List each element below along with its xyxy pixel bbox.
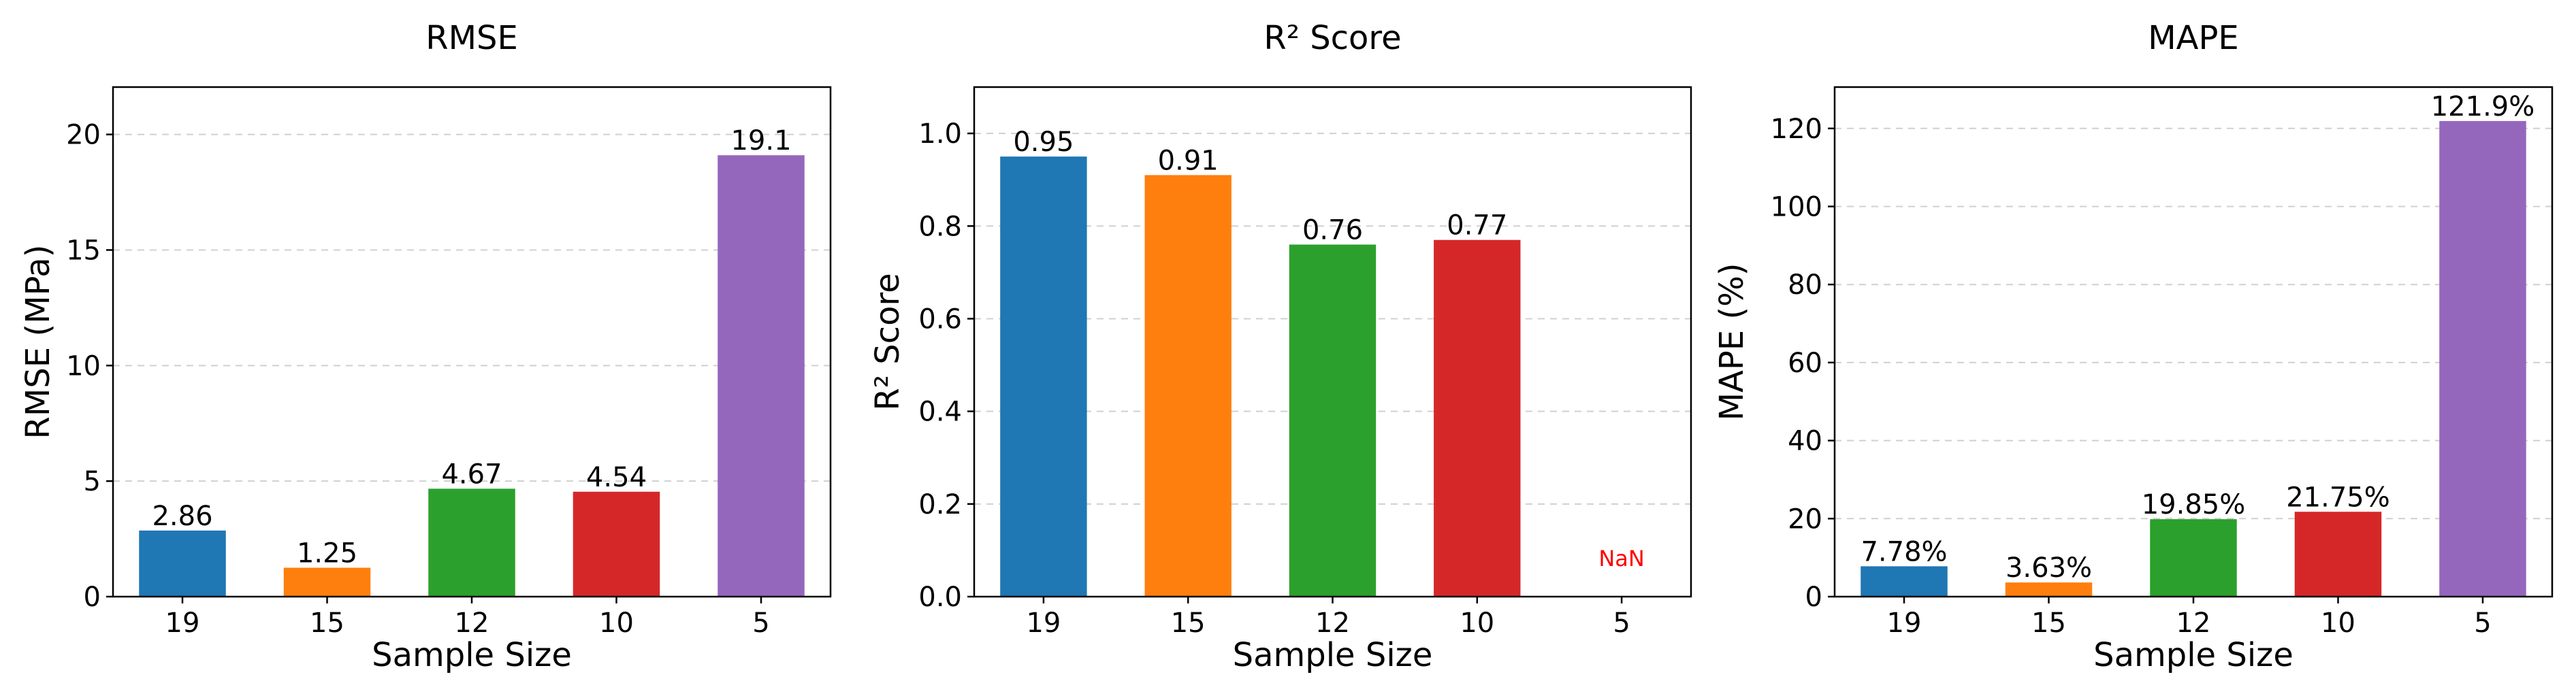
mape-x-axis-label: Sample Size [2093,636,2293,674]
rmse-x-tick-label: 19 [165,608,200,639]
rmse-bar-value-label: 2.86 [152,501,212,532]
rmse-x-tick-label: 5 [752,608,769,639]
rmse-x-tick-label: 12 [455,608,489,639]
mape-y-tick-label: 0 [1805,582,1822,613]
mape-y-tick-label: 120 [1771,114,1822,145]
rmse-grid [113,133,831,482]
mape-ticks: 0 20 40 60 80 100 120 19 15 12 10 5 [1771,114,2492,639]
rmse-bar-10 [573,491,660,597]
mape-y-tick-label: 40 [1788,426,1822,457]
mape-y-axis-label: MAPE (%) [1713,263,1751,421]
rmse-y-tick-label: 5 [84,466,101,497]
r2-x-tick-label: 5 [1613,608,1630,639]
rmse-bar-12 [428,488,515,597]
mape-bars [1861,120,2526,597]
mape-y-tick-label: 60 [1788,348,1822,379]
r2-bar-12 [1289,244,1376,597]
chart-panel-r2: 0.0 0.2 0.4 0.6 0.8 1.0 19 15 12 10 5 0.95 0.91 0.76… [869,19,1692,674]
mape-x-tick-label: 5 [2474,608,2491,639]
mape-x-tick-label: 12 [2176,608,2211,639]
r2-x-axis-label: Sample Size [1233,636,1433,674]
r2-bars [1000,156,1521,597]
mape-bar-15 [2005,582,2093,597]
mape-chart-title: MAPE [2148,19,2239,57]
mape-bar-5 [2439,120,2526,597]
rmse-y-tick-label: 15 [66,235,101,266]
rmse-ticks: 0 5 10 15 20 19 15 12 10 5 [66,120,770,639]
r2-y-tick-label: 0.0 [918,582,962,613]
r2-y-tick-label: 0.6 [918,303,962,335]
mape-data-labels: 7.78% 3.63% 19.85% 21.75% 121.9% [1861,91,2534,584]
r2-bar-value-label: 0.76 [1302,215,1363,246]
mape-y-tick-label: 80 [1788,269,1822,301]
chart-panel-rmse: 0 5 10 15 20 19 15 12 10 5 2.86 1.25 4.67 4.54 19.1 R… [19,19,832,674]
r2-bar-19 [1000,156,1087,597]
rmse-bar-value-label: 4.54 [586,462,647,493]
r2-y-tick-label: 0.4 [918,397,962,428]
rmse-bar-19 [139,530,226,597]
r2-nan-label: NaN [1598,546,1644,571]
chart-panel-mape: 0 20 40 60 80 100 120 19 15 12 10 5 7.78% 3.63% 19.85… [1713,19,2554,674]
rmse-y-axis-label: RMSE (MPa) [19,245,57,439]
mape-bar-value-label: 121.9% [2431,91,2535,122]
r2-y-axis-label: R² Score [869,273,907,410]
mape-bar-19 [1861,566,1948,597]
mape-bar-value-label: 3.63% [2006,552,2092,584]
mape-y-tick-label: 100 [1771,191,1822,222]
rmse-y-tick-label: 0 [84,582,101,613]
r2-x-tick-label: 12 [1315,608,1350,639]
r2-x-tick-label: 19 [1026,608,1061,639]
rmse-bar-value-label: 4.67 [441,459,502,490]
r2-ticks: 0.0 0.2 0.4 0.6 0.8 1.0 19 15 12 10 5 [918,118,1630,639]
r2-x-tick-label: 15 [1171,608,1206,639]
rmse-y-tick-label: 20 [66,120,101,151]
rmse-x-tick-label: 10 [599,608,634,639]
r2-x-tick-label: 10 [1460,608,1494,639]
r2-bar-10 [1434,239,1521,597]
r2-bar-value-label: 0.91 [1158,145,1219,176]
rmse-chart-title: RMSE [425,19,518,57]
mape-grid [1835,127,2552,520]
rmse-x-axis-label: Sample Size [372,636,572,674]
r2-data-labels: 0.95 0.91 0.76 0.77 NaN [1013,127,1644,571]
mape-x-tick-label: 10 [2321,608,2355,639]
mape-x-tick-label: 19 [1887,608,1922,639]
rmse-bars [139,155,805,597]
rmse-x-tick-label: 15 [310,608,344,639]
rmse-bar-value-label: 19.1 [730,125,791,156]
r2-y-tick-label: 0.2 [918,489,962,520]
r2-bar-15 [1144,175,1231,597]
r2-bar-value-label: 0.95 [1013,127,1074,158]
rmse-data-labels: 2.86 1.25 4.67 4.54 19.1 [152,125,791,569]
rmse-y-tick-label: 10 [66,350,101,382]
rmse-bar-15 [283,567,371,597]
rmse-bar-5 [718,155,805,597]
mape-bar-12 [2150,519,2237,597]
mape-bar-value-label: 19.85% [2142,489,2246,520]
mape-x-tick-label: 15 [2031,608,2066,639]
r2-y-tick-label: 0.8 [918,211,962,242]
r2-chart-title: R² Score [1263,19,1401,57]
mape-bar-10 [2294,512,2382,597]
r2-y-tick-label: 1.0 [918,118,962,150]
mape-bar-value-label: 21.75% [2286,482,2390,513]
mape-bar-value-label: 7.78% [1861,536,1947,567]
r2-bar-value-label: 0.77 [1447,210,1507,242]
rmse-bar-value-label: 1.25 [297,538,357,569]
mape-y-tick-label: 20 [1788,503,1822,535]
